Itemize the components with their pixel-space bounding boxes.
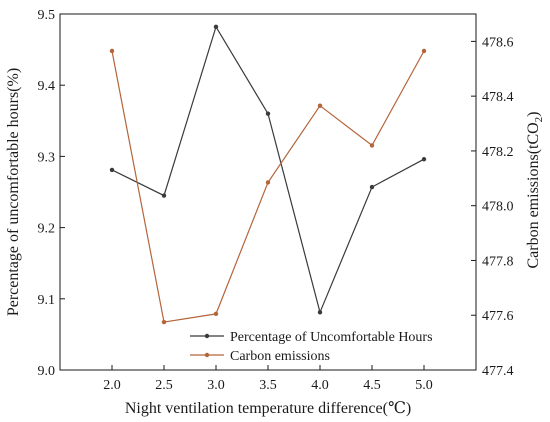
left-y-axis-label: Percentage of uncomfortable hours(%) bbox=[5, 68, 22, 316]
right-y-axis: 477.4 477.6 477.8 478.0 478.2 478.4 478.6 bbox=[471, 35, 514, 379]
left-y-tick-label: 9.2 bbox=[38, 222, 56, 237]
right-y-axis-label: Carbon emissions(tCO2) bbox=[525, 111, 545, 268]
right-y-tick-label: 477.6 bbox=[482, 309, 514, 324]
x-axis-label: Night ventilation temperature difference… bbox=[125, 400, 411, 417]
data-point-uncomfortable-hours bbox=[421, 157, 427, 162]
x-axis: 2.0 2.5 3.0 3.5 4.0 4.5 5.0 bbox=[103, 365, 433, 393]
legend-label-uncomfortable-hours: Percentage of Uncomfortable Hours bbox=[230, 330, 433, 345]
data-point-carbon-emissions bbox=[161, 319, 167, 325]
data-point-uncomfortable-hours bbox=[265, 111, 271, 116]
x-tick-label: 4.0 bbox=[311, 378, 329, 393]
data-point-carbon-emissions bbox=[317, 103, 323, 108]
right-y-tick-label: 478.4 bbox=[482, 90, 514, 105]
data-point-carbon-emissions bbox=[421, 48, 427, 54]
legend-marker-carbon-emissions bbox=[204, 352, 210, 358]
right-y-tick-label: 477.8 bbox=[482, 254, 514, 269]
data-point-carbon-emissions bbox=[265, 180, 271, 185]
legend-label-carbon-emissions: Carbon emissions bbox=[230, 349, 330, 364]
left-y-tick-label: 9.0 bbox=[38, 364, 56, 379]
plot-frame bbox=[59, 13, 477, 371]
right-y-axis-label-sub: 2 bbox=[533, 117, 545, 123]
data-point-carbon-emissions bbox=[109, 48, 115, 54]
series-line-carbon-emissions bbox=[111, 50, 425, 323]
right-y-axis-label-main: Carbon emissions(tCO bbox=[525, 122, 542, 268]
series-line-uncomfortable-hours bbox=[111, 25, 425, 315]
right-y-tick-label: 478.0 bbox=[482, 200, 514, 215]
data-point-uncomfortable-hours bbox=[161, 193, 167, 198]
x-tick-label: 3.0 bbox=[207, 378, 225, 393]
data-point-uncomfortable-hours bbox=[317, 310, 323, 315]
left-y-tick-label: 9.4 bbox=[38, 79, 56, 94]
left-y-tick-label: 9.1 bbox=[38, 293, 56, 308]
x-tick-label: 3.5 bbox=[259, 378, 277, 393]
legend-marker-uncomfortable-hours bbox=[204, 333, 210, 339]
left-y-tick-label: 9.5 bbox=[38, 8, 56, 23]
legend: Percentage of Uncomfortable Hours Carbon… bbox=[190, 330, 433, 364]
x-tick-label: 5.0 bbox=[415, 378, 433, 393]
right-y-axis-label-end: ) bbox=[525, 111, 542, 116]
data-point-uncomfortable-hours bbox=[369, 184, 375, 190]
series-layer bbox=[109, 24, 427, 325]
right-y-tick-label: 478.6 bbox=[482, 35, 514, 50]
data-point-uncomfortable-hours bbox=[213, 24, 219, 30]
right-y-tick-label: 477.4 bbox=[482, 364, 514, 379]
x-tick-label: 2.5 bbox=[155, 378, 173, 393]
data-point-carbon-emissions bbox=[369, 143, 375, 148]
left-y-tick-label: 9.3 bbox=[38, 150, 56, 165]
data-point-uncomfortable-hours bbox=[109, 167, 115, 173]
x-tick-label: 4.5 bbox=[363, 378, 381, 393]
left-y-axis: 9.0 9.1 9.2 9.3 9.4 9.5 bbox=[38, 8, 65, 379]
data-point-carbon-emissions bbox=[213, 311, 219, 317]
x-tick-label: 2.0 bbox=[103, 378, 121, 393]
right-y-tick-label: 478.2 bbox=[482, 145, 514, 160]
